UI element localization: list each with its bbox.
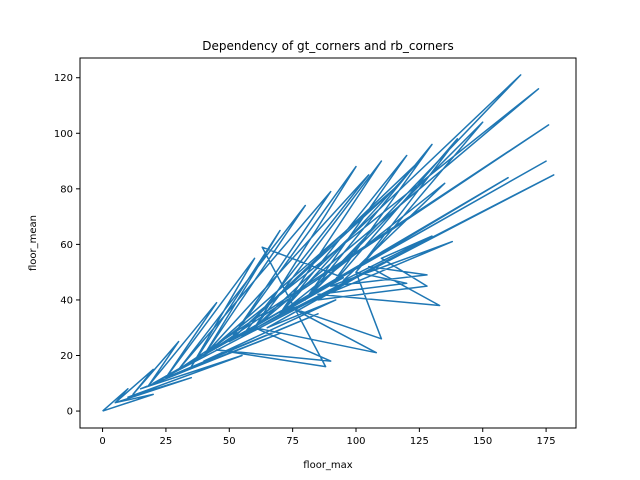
x-tick-label: 75 — [286, 436, 299, 447]
y-tick-label: 40 — [60, 295, 73, 306]
x-tick-label: 0 — [99, 436, 105, 447]
chart-title: Dependency of gt_corners and rb_corners — [202, 39, 453, 53]
x-tick-label: 100 — [346, 436, 365, 447]
axes-frame — [79, 57, 577, 429]
x-axis-ticks: 0 25 50 75 100 125 150 175 — [99, 428, 556, 447]
y-tick-label: 100 — [54, 129, 73, 140]
x-tick-label: 150 — [473, 436, 492, 447]
y-tick-label: 60 — [60, 240, 73, 251]
x-tick-label: 25 — [160, 436, 173, 447]
x-axis-label: floor_max — [303, 460, 353, 471]
y-tick-label: 20 — [60, 351, 73, 362]
y-tick-label: 120 — [54, 73, 73, 84]
x-tick-label: 125 — [410, 436, 429, 447]
x-tick-label: 175 — [537, 436, 556, 447]
y-axis-label: floor_mean — [28, 215, 39, 271]
plot-area — [102, 74, 555, 412]
series-line-0 — [102, 74, 555, 412]
y-tick-label: 0 — [67, 407, 73, 418]
y-axis-ticks: 0 20 40 60 80 100 120 — [54, 73, 80, 418]
x-tick-label: 50 — [223, 436, 236, 447]
y-tick-label: 80 — [60, 184, 73, 195]
